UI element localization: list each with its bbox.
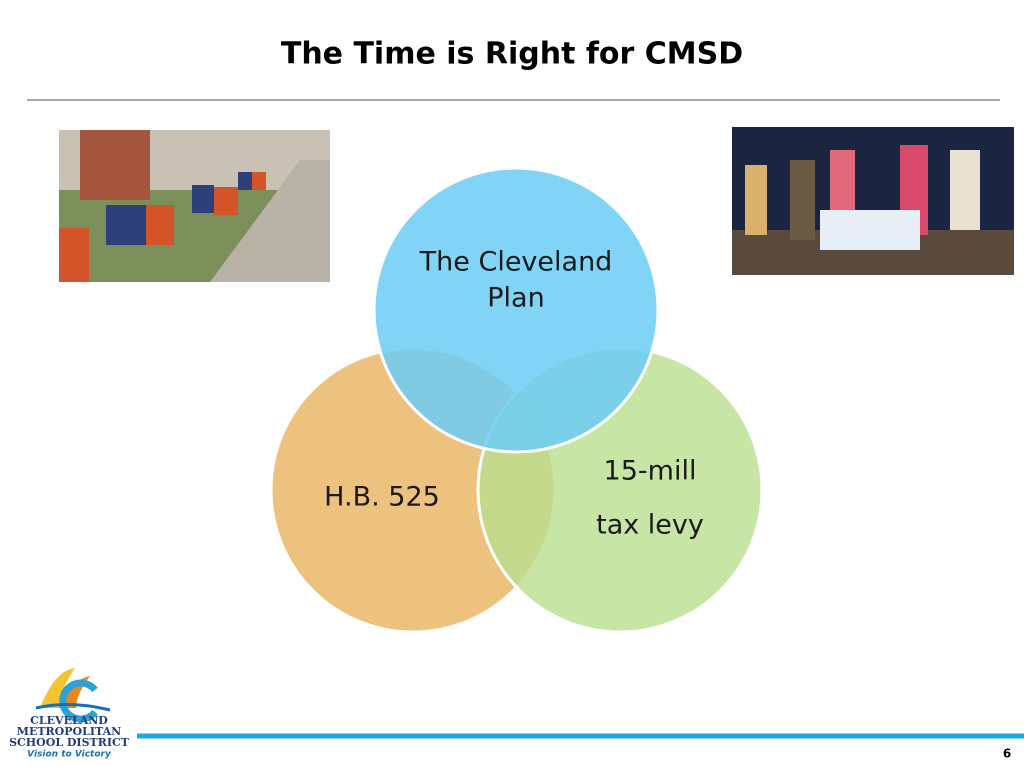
venn-label: tax levy <box>596 510 704 541</box>
logo-tagline: Vision to Victory <box>27 750 112 760</box>
venn-diagram <box>269 166 764 634</box>
logo-line: CLEVELAND <box>30 714 108 727</box>
venn-labels: The Cleveland Plan H.B. 525 15-mill tax levy <box>324 247 704 541</box>
venn-label: The Cleveland <box>419 247 613 278</box>
page-number: 6 <box>1003 747 1011 761</box>
slide-title: The Time is Right for CMSD <box>281 37 743 72</box>
logo-line: METROPOLITAN <box>17 725 121 738</box>
venn-circle <box>372 166 660 454</box>
photo-yard-signs <box>59 130 330 282</box>
photo-bill-signing <box>732 127 1014 275</box>
logo-line: SCHOOL DISTRICT <box>9 736 130 749</box>
district-logo <box>35 668 111 723</box>
venn-label: H.B. 525 <box>324 482 440 513</box>
venn-label: Plan <box>487 283 544 314</box>
venn-label: 15-mill <box>604 456 697 487</box>
